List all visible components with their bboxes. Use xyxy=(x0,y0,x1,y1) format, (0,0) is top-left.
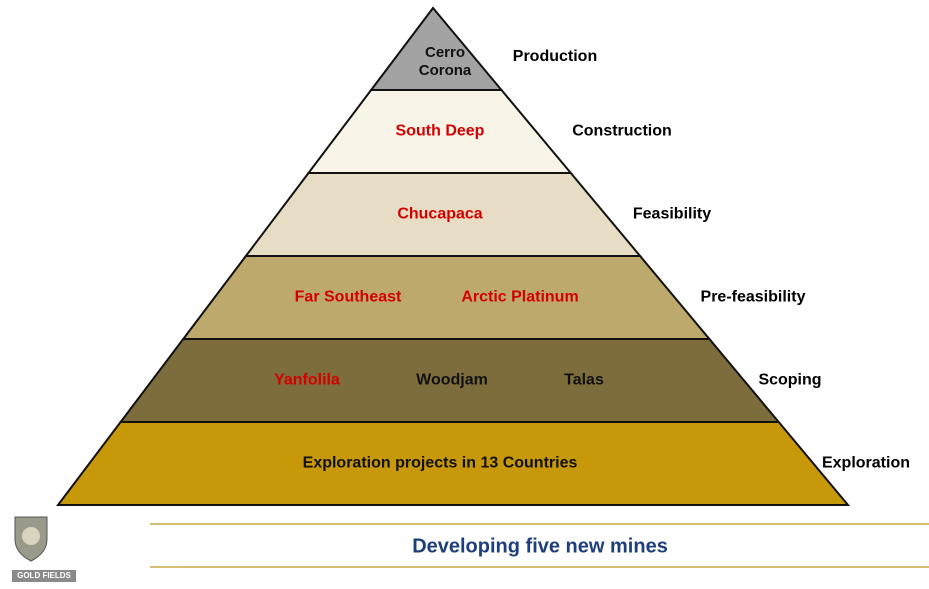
project-label: Cerro xyxy=(425,44,465,61)
pyramid-layer xyxy=(181,255,712,340)
stage-label: Feasibility xyxy=(633,206,711,223)
logo: GOLD FIELDS xyxy=(12,516,76,582)
stage-label: Construction xyxy=(572,123,672,140)
stage-label: Exploration xyxy=(822,455,910,472)
logo-text: GOLD FIELDS xyxy=(17,571,71,580)
stage-label: Pre-feasibility xyxy=(701,289,806,306)
project-label: Exploration projects in 13 Countries xyxy=(303,455,578,472)
stage-label: Production xyxy=(513,48,597,65)
logo-emblem xyxy=(22,527,40,545)
project-label: Corona xyxy=(419,62,472,79)
stage-label: Scoping xyxy=(758,372,821,389)
project-label: Woodjam xyxy=(416,372,488,389)
project-label: Yanfolila xyxy=(274,372,340,389)
project-label: Far Southeast xyxy=(295,289,402,306)
footer-text: Developing five new mines xyxy=(412,535,668,557)
project-label: South Deep xyxy=(396,123,485,140)
project-label: Chucapaca xyxy=(397,206,482,223)
logo-band xyxy=(12,570,76,582)
project-label: Arctic Platinum xyxy=(461,289,578,306)
pyramid-layer xyxy=(55,421,851,506)
project-label: Talas xyxy=(564,372,604,389)
